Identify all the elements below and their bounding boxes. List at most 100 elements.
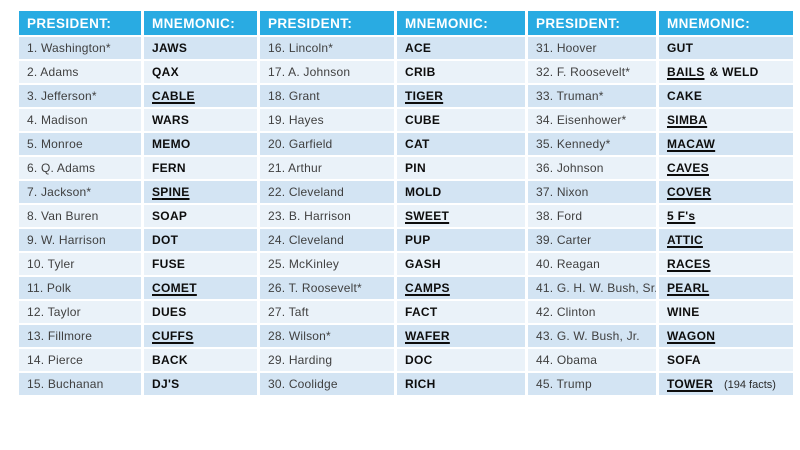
president-cell: 28. Wilson* xyxy=(260,325,397,349)
mnemonic-word: WINE xyxy=(667,305,700,319)
table-row: 6. Q. Adams FERN 21. Arthur PIN 36. Johnson C… xyxy=(19,157,793,181)
table-header: PRESIDENT: MNEMONIC: PRESIDENT: MNEMONIC… xyxy=(19,11,793,37)
president-cell: 20. Garfield xyxy=(260,133,397,157)
president-cell: 18. Grant xyxy=(260,85,397,109)
mnemonic-cell: CAT xyxy=(397,133,528,157)
president-cell: 33. Truman* xyxy=(528,85,659,109)
president-cell: 17. A. Johnson xyxy=(260,61,397,85)
table-row: 14. Pierce BACK 29. Harding DOC 44. Obama SOF… xyxy=(19,349,793,373)
table-row: 4. Madison WARS 19. Hayes CUBE 34. Eisenhowe… xyxy=(19,109,793,133)
president-cell: 29. Harding xyxy=(260,349,397,373)
mnemonic-word: RICH xyxy=(405,377,436,391)
mnemonic-cell: GASH xyxy=(397,253,528,277)
president-cell: 22. Cleveland xyxy=(260,181,397,205)
mnemonic-cell: JAWS xyxy=(144,37,260,61)
president-cell: 35. Kennedy* xyxy=(528,133,659,157)
header-president-1: PRESIDENT: xyxy=(19,11,144,37)
mnemonic-cell: MEMO xyxy=(144,133,260,157)
president-cell: 44. Obama xyxy=(528,349,659,373)
mnemonic-word: DOT xyxy=(152,233,179,247)
president-cell: 23. B. Harrison xyxy=(260,205,397,229)
president-cell: 5. Monroe xyxy=(19,133,144,157)
table-row: 10. Tyler FUSE 25. McKinley GASH 40. Reagan R… xyxy=(19,253,793,277)
mnemonic-cell: CUBE xyxy=(397,109,528,133)
mnemonic-word: ATTIC xyxy=(667,233,703,247)
president-cell: 34. Eisenhower* xyxy=(528,109,659,133)
president-cell: 3. Jefferson* xyxy=(19,85,144,109)
mnemonic-cell: RACES xyxy=(659,253,793,277)
mnemonic-word: TOWER xyxy=(667,377,713,391)
table-row: 9. W. Harrison DOT 24. Cleveland PUP 39. Car… xyxy=(19,229,793,253)
mnemonic-cell: MACAW xyxy=(659,133,793,157)
mnemonic-cell: WAGON xyxy=(659,325,793,349)
president-cell: 14. Pierce xyxy=(19,349,144,373)
mnemonic-word: RACES xyxy=(667,257,711,271)
mnemonic-word: PUP xyxy=(405,233,431,247)
president-cell: 39. Carter xyxy=(528,229,659,253)
president-cell: 41. G. H. W. Bush, Sr. xyxy=(528,277,659,301)
mnemonic-word: CAT xyxy=(405,137,430,151)
mnemonic-cell: COMET xyxy=(144,277,260,301)
mnemonic-cell: PUP xyxy=(397,229,528,253)
mnemonic-cell: WINE xyxy=(659,301,793,325)
mnemonic-word: DUES xyxy=(152,305,187,319)
mnemonic-word: WAFER xyxy=(405,329,450,343)
president-cell: 36. Johnson xyxy=(528,157,659,181)
mnemonic-word: 5 F's xyxy=(667,209,696,223)
president-cell: 21. Arthur xyxy=(260,157,397,181)
mnemonic-word: ACE xyxy=(405,41,432,55)
president-cell: 9. W. Harrison xyxy=(19,229,144,253)
mnemonic-word: QAX xyxy=(152,65,179,79)
mnemonic-word: FUSE xyxy=(152,257,186,271)
president-cell: 32. F. Roosevelt* xyxy=(528,61,659,85)
president-cell: 19. Hayes xyxy=(260,109,397,133)
mnemonic-cell: CRIB xyxy=(397,61,528,85)
mnemonic-word: FACT xyxy=(405,305,438,319)
mnemonic-word: COMET xyxy=(152,281,197,295)
mnemonic-note: (194 facts) xyxy=(723,379,776,391)
mnemonic-word: CRIB xyxy=(405,65,436,79)
mnemonic-cell: CUFFS xyxy=(144,325,260,349)
president-cell: 26. T. Roosevelt* xyxy=(260,277,397,301)
mnemonic-cell: WARS xyxy=(144,109,260,133)
table-row: 3. Jefferson* CABLE 18. Grant TIGER 33. Trum… xyxy=(19,85,793,109)
presidents-mnemonics-table: PRESIDENT: MNEMONIC: PRESIDENT: MNEMONIC… xyxy=(19,11,793,397)
mnemonic-word: DJ'S xyxy=(152,377,180,391)
mnemonic-word: SWEET xyxy=(405,209,450,223)
mnemonic-cell: 5 F's xyxy=(659,205,793,229)
mnemonic-word: GASH xyxy=(405,257,441,271)
mnemonic-word: BACK xyxy=(152,353,188,367)
mnemonic-cell: DOT xyxy=(144,229,260,253)
mnemonic-word: SIMBA xyxy=(667,113,708,127)
table-row: 12. Taylor DUES 27. Taft FACT 42. Clinton WIN… xyxy=(19,301,793,325)
mnemonic-word: WARS xyxy=(152,113,190,127)
header-president-2: PRESIDENT: xyxy=(260,11,397,37)
mnemonic-word: FERN xyxy=(152,161,186,175)
mnemonic-cell: DUES xyxy=(144,301,260,325)
president-cell: 10. Tyler xyxy=(19,253,144,277)
mnemonic-cell: CAMPS xyxy=(397,277,528,301)
mnemonic-cell: SIMBA xyxy=(659,109,793,133)
president-cell: 27. Taft xyxy=(260,301,397,325)
header-mnemonic-3: MNEMONIC: xyxy=(659,11,793,37)
mnemonic-cell: ACE xyxy=(397,37,528,61)
mnemonic-word: GUT xyxy=(667,41,694,55)
mnemonic-word: WAGON xyxy=(667,329,716,343)
mnemonic-cell: CABLE xyxy=(144,85,260,109)
mnemonic-suffix: & WELD xyxy=(709,65,759,79)
mnemonic-cell: SPINE xyxy=(144,181,260,205)
mnemonic-cell: SOFA xyxy=(659,349,793,373)
president-cell: 37. Nixon xyxy=(528,181,659,205)
mnemonic-word: CUBE xyxy=(405,113,441,127)
mnemonic-cell: FACT xyxy=(397,301,528,325)
president-cell: 24. Cleveland xyxy=(260,229,397,253)
mnemonic-cell: PIN xyxy=(397,157,528,181)
mnemonic-cell: QAX xyxy=(144,61,260,85)
president-cell: 31. Hoover xyxy=(528,37,659,61)
president-cell: 6. Q. Adams xyxy=(19,157,144,181)
president-cell: 40. Reagan xyxy=(528,253,659,277)
mnemonic-cell: DOC xyxy=(397,349,528,373)
president-cell: 8. Van Buren xyxy=(19,205,144,229)
table-row: 11. Polk COMET 26. T. Roosevelt* CAMPS 41. G… xyxy=(19,277,793,301)
